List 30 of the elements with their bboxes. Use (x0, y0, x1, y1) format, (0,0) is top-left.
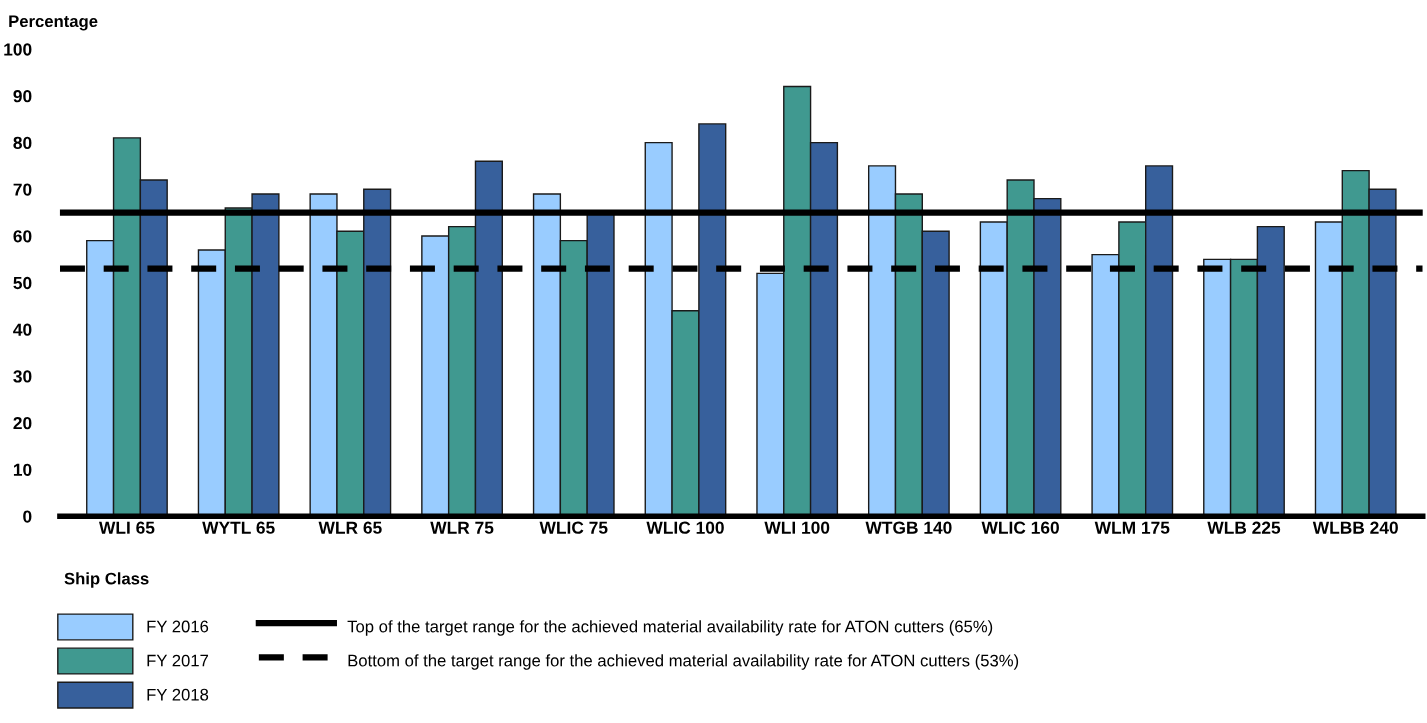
x-axis-title: Ship Class (64, 572, 149, 588)
x-tick-label: WLIC 100 (646, 521, 724, 534)
legend-label: FY 2016 (147, 620, 209, 633)
x-tick-label: WLB 225 (1207, 521, 1281, 534)
x-tick-label: WTGB 140 (865, 521, 952, 534)
legend-label: FY 2017 (147, 654, 209, 667)
x-tick-label: WLM 175 (1094, 521, 1170, 534)
x-tick-label: WLIC 75 (539, 521, 608, 534)
y-axis-title: Percentage (9, 15, 98, 31)
y-tick-label: 20 (13, 416, 32, 430)
y-tick-label: 80 (13, 136, 32, 150)
x-tick-label: WLI 100 (764, 521, 830, 534)
legend-label: FY 2018 (147, 688, 209, 701)
y-tick-label: 40 (13, 323, 32, 336)
x-tick-label: WYTL 65 (202, 521, 275, 534)
y-tick-label: 10 (13, 463, 32, 476)
y-tick-label: 60 (13, 230, 32, 243)
y-tick-label: 30 (13, 370, 32, 383)
x-tick-label: WLIC 160 (981, 521, 1059, 534)
y-tick-label: 70 (13, 183, 32, 196)
y-tick-label: 0 (23, 510, 32, 523)
y-tick-label: 100 (4, 43, 32, 56)
x-tick-label: WLBB 240 (1312, 521, 1398, 534)
y-tick-label: 90 (13, 90, 32, 103)
y-tick-label: 50 (13, 276, 32, 290)
legend-label: Top of the target range for the achieved material availability rate for ATON cutters (65%) (347, 620, 993, 636)
legend-label: Bottom of the target range for the achieved material availability rate for ATON cutters (53%) (348, 654, 1019, 670)
x-tick-label: WLR 65 (318, 521, 382, 534)
x-tick-label: WLR 75 (430, 521, 494, 534)
x-tick-label: WLI 65 (99, 521, 155, 534)
